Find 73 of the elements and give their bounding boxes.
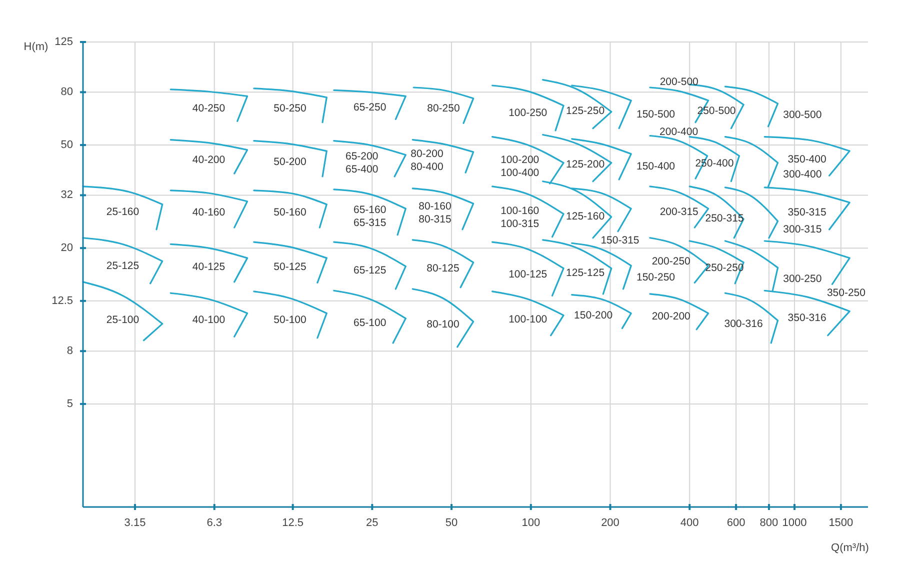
series-label: 40-125 — [192, 260, 226, 273]
series-label: 300-315 — [783, 223, 822, 236]
x-tick-label: 600 — [726, 516, 746, 529]
series-label: 350-400 — [788, 153, 826, 166]
series-label: 200-250 — [652, 255, 691, 268]
series-label: 200-500 — [660, 76, 699, 88]
series-label: 50-200 — [274, 156, 307, 168]
series-label: 50-250 — [274, 102, 307, 114]
series-label: 350-316 — [788, 312, 826, 324]
series-label: 25-125 — [106, 260, 140, 272]
y-tick-label: 8 — [66, 345, 73, 358]
y-tick-label: 80 — [60, 86, 73, 98]
series-label: 40-200 — [192, 154, 226, 166]
series-label: 80-100 — [426, 318, 460, 330]
series-label: 350-315 — [788, 206, 826, 218]
series-label: 50-160 — [274, 206, 307, 218]
x-tick-label: 25 — [366, 516, 378, 529]
y-tick-label: 5 — [66, 398, 73, 410]
series-label: 300-316 — [724, 318, 763, 330]
series-label: 65-100 — [354, 316, 386, 329]
y-tick-label: 32 — [60, 189, 73, 202]
series-label: 150-400 — [636, 160, 676, 172]
series-label: 65-160 65-315 — [354, 204, 386, 229]
series-label: 200-200 — [652, 310, 691, 322]
y-axis-title: H(m) — [24, 40, 48, 53]
series-label: 150-500 — [636, 108, 676, 120]
series-label: 200-400 — [660, 126, 698, 138]
y-tick-label: 20 — [60, 242, 73, 254]
series-label: 65-200 65-400 — [346, 150, 378, 176]
series-label: 125-125 — [566, 266, 605, 279]
series-label: 25-100 — [106, 314, 140, 326]
y-tick-label: 125 — [54, 36, 73, 48]
series-label: 80-125 — [426, 262, 460, 274]
x-tick-label: 3.15 — [124, 516, 146, 529]
series-label: 150-315 — [600, 234, 640, 246]
x-tick-label: 400 — [680, 516, 699, 529]
y-tick-label: 12.5 — [52, 294, 73, 307]
series-label: 50-125 — [274, 260, 307, 273]
series-label: 125-160 — [566, 210, 605, 222]
x-axis-title: Q(m³/h) — [831, 542, 869, 554]
series-label: 50-100 — [274, 314, 307, 326]
series-label: 300-250 — [783, 272, 822, 285]
series-label: 40-160 — [192, 206, 226, 218]
y-tick-label: 50 — [60, 138, 73, 151]
series-label: 100-250 — [508, 106, 548, 119]
series-label: 40-250 — [192, 102, 226, 114]
x-tick-label: 1000 — [782, 516, 807, 529]
series-label: 65-125 — [354, 264, 386, 276]
series-label: 40-100 — [192, 314, 226, 326]
series-label: 100-200 100-400 — [500, 154, 540, 179]
series-label: 100-160 100-315 — [500, 204, 540, 230]
series-label: 350-250 — [826, 287, 866, 300]
x-tick-label: 50 — [445, 516, 458, 529]
series-label: 300-400 — [783, 168, 822, 180]
x-tick-label: 12.5 — [282, 516, 304, 529]
series-label: 150-250 — [636, 271, 676, 284]
series-label: 125-200 — [566, 158, 605, 170]
series-label: 25-160 — [106, 206, 140, 218]
series-label: 100-100 — [508, 313, 548, 326]
series-label: 150-200 — [574, 309, 613, 322]
x-tick-label: 800 — [760, 516, 778, 529]
series-label: 200-315 — [660, 206, 699, 218]
series-label: 300-500 — [783, 108, 822, 121]
x-tick-label: 1500 — [828, 516, 854, 529]
x-tick-label: 100 — [522, 516, 540, 529]
series-label: 80-160 80-315 — [418, 200, 452, 226]
series-label: 65-250 — [354, 101, 386, 114]
series-label: 100-125 — [508, 268, 548, 280]
x-tick-label: 6.3 — [206, 516, 222, 529]
x-tick-label: 200 — [601, 516, 620, 529]
series-label: 80-200 80-400 — [410, 148, 444, 173]
series-label: 80-250 — [427, 102, 460, 115]
series-label: 125-250 — [566, 104, 605, 117]
